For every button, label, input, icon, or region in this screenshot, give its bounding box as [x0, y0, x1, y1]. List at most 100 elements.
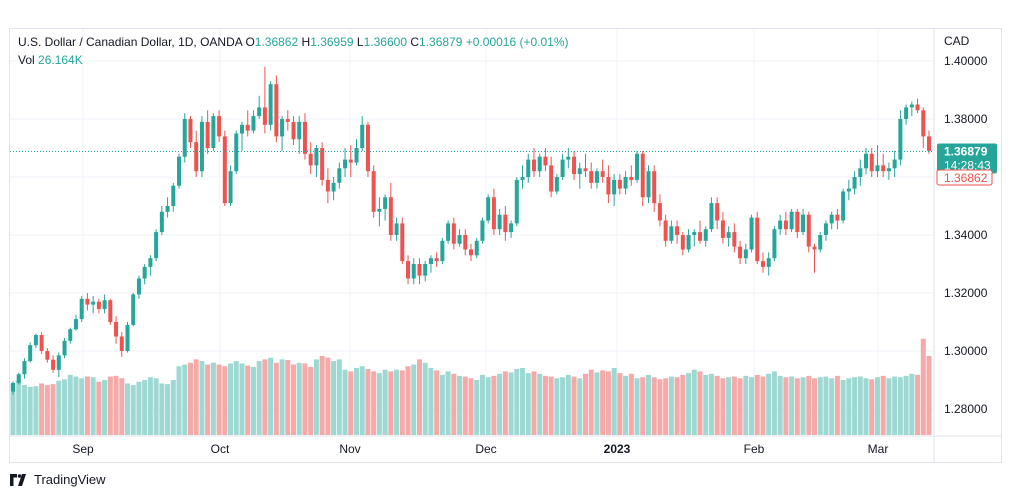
candle-body — [789, 211, 794, 230]
candle-body — [45, 351, 50, 360]
volume-bar — [485, 377, 491, 435]
volume-bar — [273, 362, 279, 435]
candle-body — [360, 124, 365, 148]
candle-body — [927, 136, 931, 151]
volume-bar — [302, 363, 308, 435]
candle-body — [749, 217, 754, 250]
high-label: H — [301, 35, 311, 49]
candle-body — [600, 171, 605, 177]
volume-bar — [399, 370, 405, 435]
volume-bar — [645, 374, 651, 435]
candle-body — [709, 203, 714, 230]
volume-bar — [216, 364, 222, 435]
high-value: 1.36959 — [310, 35, 354, 49]
volume-bar — [468, 378, 474, 435]
candle-body — [732, 232, 737, 247]
candle-body — [22, 361, 27, 375]
candle-body — [234, 133, 239, 172]
candle-body — [623, 177, 628, 189]
candle-body — [394, 223, 399, 235]
volume-bar — [354, 367, 359, 435]
candle-body — [778, 220, 783, 230]
candle-body — [199, 121, 204, 172]
candle-body — [835, 214, 840, 221]
candle-body — [205, 121, 210, 148]
volume-bar — [680, 374, 686, 435]
volume-bar — [886, 378, 892, 435]
candle-body — [136, 278, 141, 295]
volume-bar — [766, 373, 772, 435]
candle-body — [646, 171, 651, 198]
close-label: C — [410, 35, 420, 49]
candle-body — [520, 177, 525, 180]
volume-bar — [250, 366, 256, 435]
close-value: 1.36879 — [419, 35, 463, 49]
candle-body — [852, 177, 857, 189]
candle-body — [114, 322, 119, 337]
candle-body — [898, 119, 903, 160]
volume-bar — [548, 376, 554, 435]
volume-bar — [634, 378, 640, 435]
volume-bar — [611, 367, 617, 435]
candle-body — [663, 220, 668, 241]
volume-bar — [285, 360, 291, 435]
time-tick-label: Mar — [868, 442, 889, 456]
candle-body — [640, 153, 645, 198]
candle-body — [486, 197, 491, 221]
volume-value: 26.164K — [38, 53, 83, 67]
volume-bar — [79, 378, 85, 435]
candle-body — [440, 240, 445, 262]
candle-body — [302, 121, 307, 154]
candle-body — [171, 185, 176, 206]
volume-bar — [382, 369, 388, 435]
volume-bar — [834, 375, 840, 435]
volume-bar — [159, 383, 165, 435]
low-label: L — [356, 35, 364, 49]
candle-body — [434, 258, 439, 262]
volume-bar — [686, 373, 692, 435]
volume-bar — [50, 384, 56, 435]
volume-bar — [233, 361, 239, 435]
open-value: 1.36862 — [254, 35, 299, 49]
volume-bar — [508, 372, 514, 435]
candle-body — [102, 300, 107, 309]
volume-bar — [262, 359, 268, 435]
candle-body — [348, 159, 353, 163]
candle-body — [760, 261, 765, 267]
volume-bar — [44, 385, 50, 435]
volume-bar — [628, 373, 634, 435]
tradingview-branding[interactable]: TradingView — [10, 472, 106, 487]
volume-bar — [806, 375, 812, 435]
volume-bar — [193, 359, 199, 435]
volume-bar — [754, 374, 760, 435]
candle-body — [669, 226, 674, 241]
volume-bars — [10, 338, 932, 435]
volume-bar — [10, 383, 16, 435]
candle-body — [400, 223, 405, 262]
candle-body — [159, 211, 164, 233]
candle-body — [165, 206, 170, 212]
time-tick-label: 2023 — [604, 442, 631, 456]
volume-bar — [228, 363, 234, 435]
volume-bar — [714, 375, 720, 435]
volume-bar — [187, 362, 193, 435]
volume-bar — [525, 373, 531, 435]
volume-bar — [210, 362, 216, 435]
volume-bar — [588, 369, 594, 435]
volume-bar — [21, 385, 27, 435]
symbol-title[interactable]: U.S. Dollar / Canadian Dollar, 1D, OANDA — [18, 35, 243, 49]
volume-bar — [479, 374, 485, 435]
volume-bar — [165, 384, 171, 435]
volume-bar — [926, 355, 932, 435]
candle-body — [635, 153, 640, 180]
candle-body — [531, 159, 536, 172]
volume-bar — [852, 377, 858, 435]
price-tick-label: 1.30000 — [944, 344, 988, 358]
volume-bar — [794, 378, 800, 435]
volume-bar — [256, 361, 262, 435]
volume-bar — [84, 376, 90, 435]
candle-body — [274, 84, 279, 137]
volume-bar — [268, 357, 274, 435]
volume-bar — [56, 380, 62, 435]
